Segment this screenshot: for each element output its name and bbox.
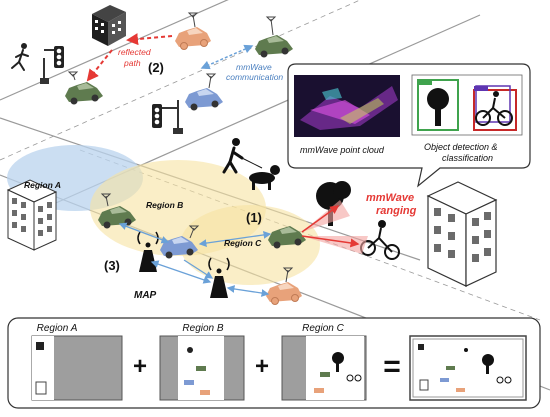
panel-region-a-title: Region A — [37, 323, 78, 334]
detection-image — [411, 74, 523, 136]
bottom-panel — [7, 317, 541, 409]
runner-icon — [11, 43, 29, 71]
equals-sign: = — [383, 350, 401, 383]
panel-result-image — [409, 335, 527, 401]
plus-sign-1: + — [133, 353, 147, 380]
traffic-light-icon-1 — [40, 46, 64, 84]
point-cloud-caption: mmWave point cloud — [300, 145, 385, 155]
ranging-beams — [301, 200, 368, 254]
point-cloud-image — [294, 75, 400, 137]
cyclist-icon — [360, 220, 400, 260]
pedestrian-icon — [222, 138, 244, 174]
communication-label-2: communication — [226, 72, 283, 82]
plus-sign-2: + — [255, 353, 269, 380]
reflected-path-label-1: reflected — [118, 47, 151, 57]
panel-region-c-title: Region C — [302, 323, 344, 334]
car-icon-orange — [175, 12, 211, 50]
tree-icon — [427, 88, 449, 110]
communication-label-1: mmWave — [236, 62, 272, 72]
dog-icon — [249, 165, 280, 190]
detection-caption-2: classification — [442, 153, 493, 163]
panel-region-b-title: Region B — [182, 323, 223, 334]
building-icon-left — [6, 179, 58, 251]
traffic-light-icon-2 — [152, 100, 183, 134]
panel-region-c-image — [281, 335, 367, 401]
car-icon-green-1 — [268, 226, 306, 249]
communication-arrow — [200, 44, 254, 70]
car-icon-blue-top — [185, 73, 223, 111]
car-icon-green-top — [255, 16, 293, 58]
region-c-label: Region C — [224, 238, 262, 248]
region-b-label: Region B — [146, 200, 183, 210]
car-icon-orange-bottom — [266, 267, 302, 305]
marker-2: (2) — [148, 60, 164, 75]
region-a-label: Region A — [24, 180, 61, 190]
car-icon-green-left — [65, 71, 103, 105]
marker-3: (3) — [104, 258, 120, 273]
dog-leash — [241, 157, 263, 169]
reflected-path-label-2: path — [123, 58, 141, 68]
marker-1: (1) — [246, 210, 262, 225]
building-icon-right — [426, 181, 498, 287]
car-icon-green-b — [98, 193, 136, 229]
detection-caption-1: Object detection & — [424, 142, 498, 152]
communication-links — [118, 222, 272, 297]
ranging-label-2: ranging — [376, 205, 417, 217]
building-icon-top — [92, 5, 126, 46]
car-icon-blue-c — [160, 225, 200, 259]
ranging-label-1: mmWave — [366, 192, 414, 204]
reflected-path-arrows — [86, 33, 173, 82]
map-label: MAP — [134, 290, 157, 301]
panel-region-b-image — [159, 335, 245, 401]
panel-region-a-image — [31, 335, 123, 401]
